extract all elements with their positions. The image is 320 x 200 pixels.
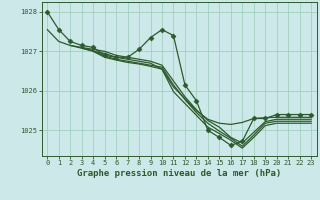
X-axis label: Graphe pression niveau de la mer (hPa): Graphe pression niveau de la mer (hPa) <box>77 169 281 178</box>
